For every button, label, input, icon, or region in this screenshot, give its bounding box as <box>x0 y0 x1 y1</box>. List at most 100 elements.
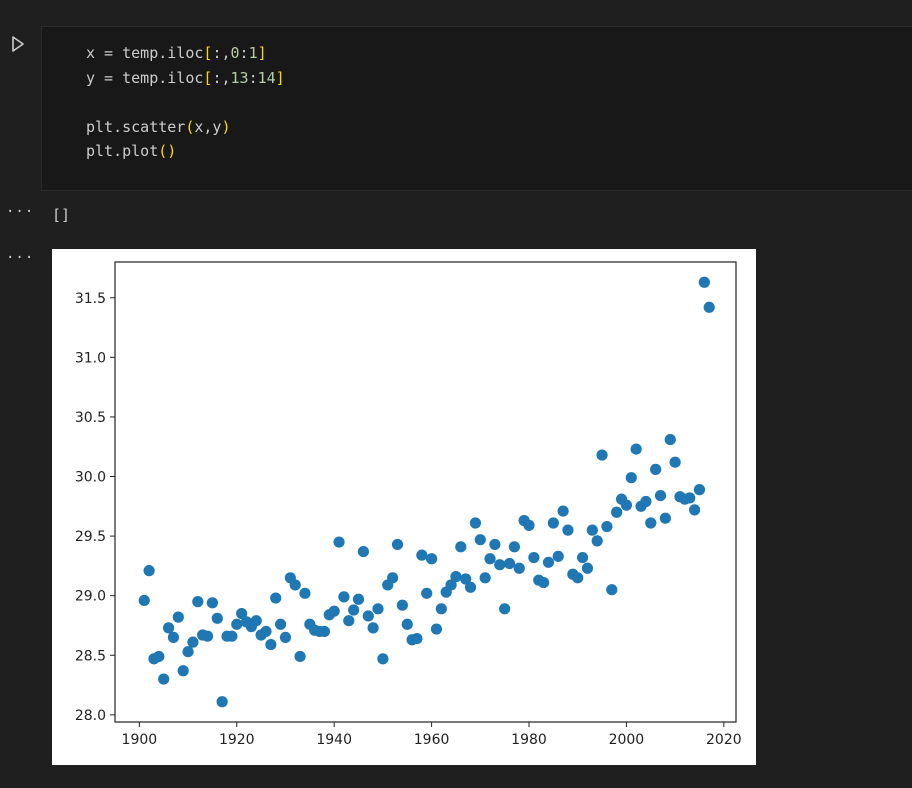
code-line <box>86 90 285 115</box>
code-token: x = temp.iloc <box>86 44 204 62</box>
output-more-icon[interactable]: ··· <box>6 250 35 266</box>
scatter-point <box>367 622 379 634</box>
scatter-point <box>698 276 710 288</box>
scatter-point <box>289 579 301 591</box>
scatter-point <box>294 650 306 663</box>
scatter-point <box>391 538 404 551</box>
scatter-point <box>479 572 491 584</box>
scatter-point <box>450 571 462 583</box>
code-token: 1 <box>248 44 258 62</box>
scatter-point <box>693 484 706 496</box>
code-token: :, <box>212 44 231 62</box>
scatter-point <box>611 506 623 518</box>
code-token: 13 <box>230 68 249 87</box>
text-output: [] <box>52 206 71 224</box>
scatter-chart: 1900 1920 1940 1960 1980 2000 2020 28.0 28.5 29.0… <box>75 261 742 748</box>
scatter-point <box>445 579 457 591</box>
scatter-point <box>499 603 511 615</box>
code-token: 0 <box>230 44 240 62</box>
x-tick-label: 1920 <box>219 732 255 748</box>
scatter-point <box>411 632 423 645</box>
scatter-point <box>469 517 482 529</box>
scatter-point <box>606 584 618 596</box>
x-tick-label: 2020 <box>706 732 742 748</box>
scatter-point <box>343 615 355 627</box>
scatter-point <box>396 599 408 611</box>
scatter-point <box>153 650 165 663</box>
code-token: 14 <box>257 68 276 87</box>
scatter-point <box>581 562 594 574</box>
scatter-point <box>645 517 657 529</box>
y-tick-label: 28.5 <box>75 648 106 664</box>
scatter-point <box>557 505 569 517</box>
scatter-point <box>513 562 525 574</box>
scatter-point <box>338 591 350 603</box>
scatter-point <box>528 551 540 564</box>
y-tick-label: 31.5 <box>75 291 106 307</box>
scatter-point <box>464 581 477 593</box>
y-tick-label: 30.5 <box>75 410 106 426</box>
scatter-point <box>138 594 150 607</box>
scatter-point <box>387 572 399 584</box>
scatter-point <box>265 638 277 651</box>
x-tick-label: 1940 <box>316 732 352 748</box>
scatter-point <box>372 603 384 615</box>
code-token: plt.plot <box>86 142 159 160</box>
scatter-point <box>236 607 248 620</box>
scatter-point <box>654 489 667 502</box>
scatter-point <box>167 631 180 643</box>
output-more-icon[interactable]: ··· <box>6 204 35 220</box>
scatter-point <box>664 433 676 446</box>
code-token: [ <box>203 68 213 87</box>
code-token: x,y <box>194 117 222 136</box>
x-tick-label: 1960 <box>414 732 450 748</box>
scatter-point <box>158 673 170 685</box>
scatter-point <box>650 463 662 475</box>
x-tick-label: 1980 <box>511 732 547 748</box>
y-tick-label: 30.0 <box>75 470 106 486</box>
scatter-point <box>689 504 701 516</box>
code-lines: x = temp.iloc[:,0:1] y = temp.iloc[:,13:1… <box>86 41 285 164</box>
scatter-point <box>703 301 715 313</box>
scatter-point <box>421 587 433 599</box>
code-line: plt.scatter(x,y) <box>86 115 285 140</box>
code-line: plt.plot() <box>86 139 285 164</box>
x-tick-label: 1900 <box>122 732 158 748</box>
scatter-point <box>182 646 194 658</box>
scatter-point <box>318 625 331 638</box>
scatter-point <box>669 456 681 468</box>
scatter-point <box>460 573 472 585</box>
code-token: () <box>158 142 177 160</box>
scatter-point <box>172 611 184 623</box>
scatter-point <box>508 541 520 553</box>
scatter-point <box>494 559 506 571</box>
scatter-point <box>547 517 559 529</box>
plot-area <box>114 261 737 723</box>
scatter-point <box>352 593 365 605</box>
scatter-point <box>270 592 282 604</box>
code-token: : <box>239 44 249 62</box>
scatter-point <box>177 665 189 677</box>
scatter-point <box>425 553 438 565</box>
code-token: ( <box>185 117 195 136</box>
scatter-point <box>435 603 447 615</box>
scatter-point <box>357 545 369 558</box>
plot-output: 1900 1920 1940 1960 1980 2000 2020 28.0 28.5 29.0… <box>52 249 756 765</box>
scatter-point <box>328 605 340 617</box>
scatter-point <box>576 551 589 564</box>
code-token: : <box>248 68 258 87</box>
scatter-point <box>474 534 486 546</box>
scatter-point <box>586 524 598 536</box>
scatter-point <box>401 618 413 630</box>
code-token: ) <box>221 117 231 136</box>
scatter-point <box>572 572 584 584</box>
scatter-point <box>620 499 633 511</box>
code-token: ] <box>275 68 285 87</box>
scatter-point <box>625 472 637 484</box>
scatter-point <box>279 631 292 643</box>
scatter-point <box>659 512 671 524</box>
y-tick-label: 28.0 <box>75 708 106 724</box>
run-cell-button[interactable] <box>8 34 28 54</box>
scatter-point <box>538 576 550 589</box>
code-cell-editor[interactable]: x = temp.iloc[:,0:1] y = temp.iloc[:,13:1… <box>41 26 912 191</box>
